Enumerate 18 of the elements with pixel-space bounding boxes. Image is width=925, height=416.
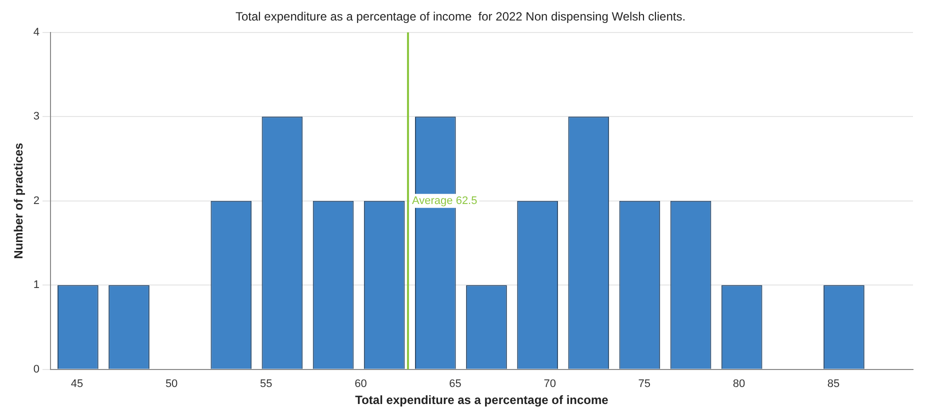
- x-tick-label: 45: [70, 378, 84, 390]
- y-tick-label: 0: [33, 363, 40, 376]
- x-tick-label: 70: [544, 378, 556, 390]
- x-tick-label: 85: [827, 378, 840, 390]
- x-tick-label: 60: [354, 378, 367, 390]
- y-tick-label: 1: [33, 279, 40, 292]
- chart-title: Total expenditure as a percentage of income for 2022 Non dispensing Welsh clients.: [235, 10, 686, 24]
- x-tick-label: 50: [165, 378, 178, 390]
- x-tick-label: 75: [638, 378, 651, 390]
- x-tick-label: 55: [260, 378, 272, 390]
- y-axis-title: Number of practices: [12, 142, 26, 259]
- x-axis-title: Total expenditure as a percentage of income: [355, 393, 609, 408]
- y-tick-label: 3: [33, 110, 40, 123]
- x-tick-label: 65: [449, 378, 462, 390]
- x-tick-label: 80: [732, 378, 746, 390]
- ref-line-label: Average 62.5: [412, 194, 478, 207]
- y-tick-label: 4: [33, 26, 40, 38]
- y-tick-label: 2: [33, 194, 40, 207]
